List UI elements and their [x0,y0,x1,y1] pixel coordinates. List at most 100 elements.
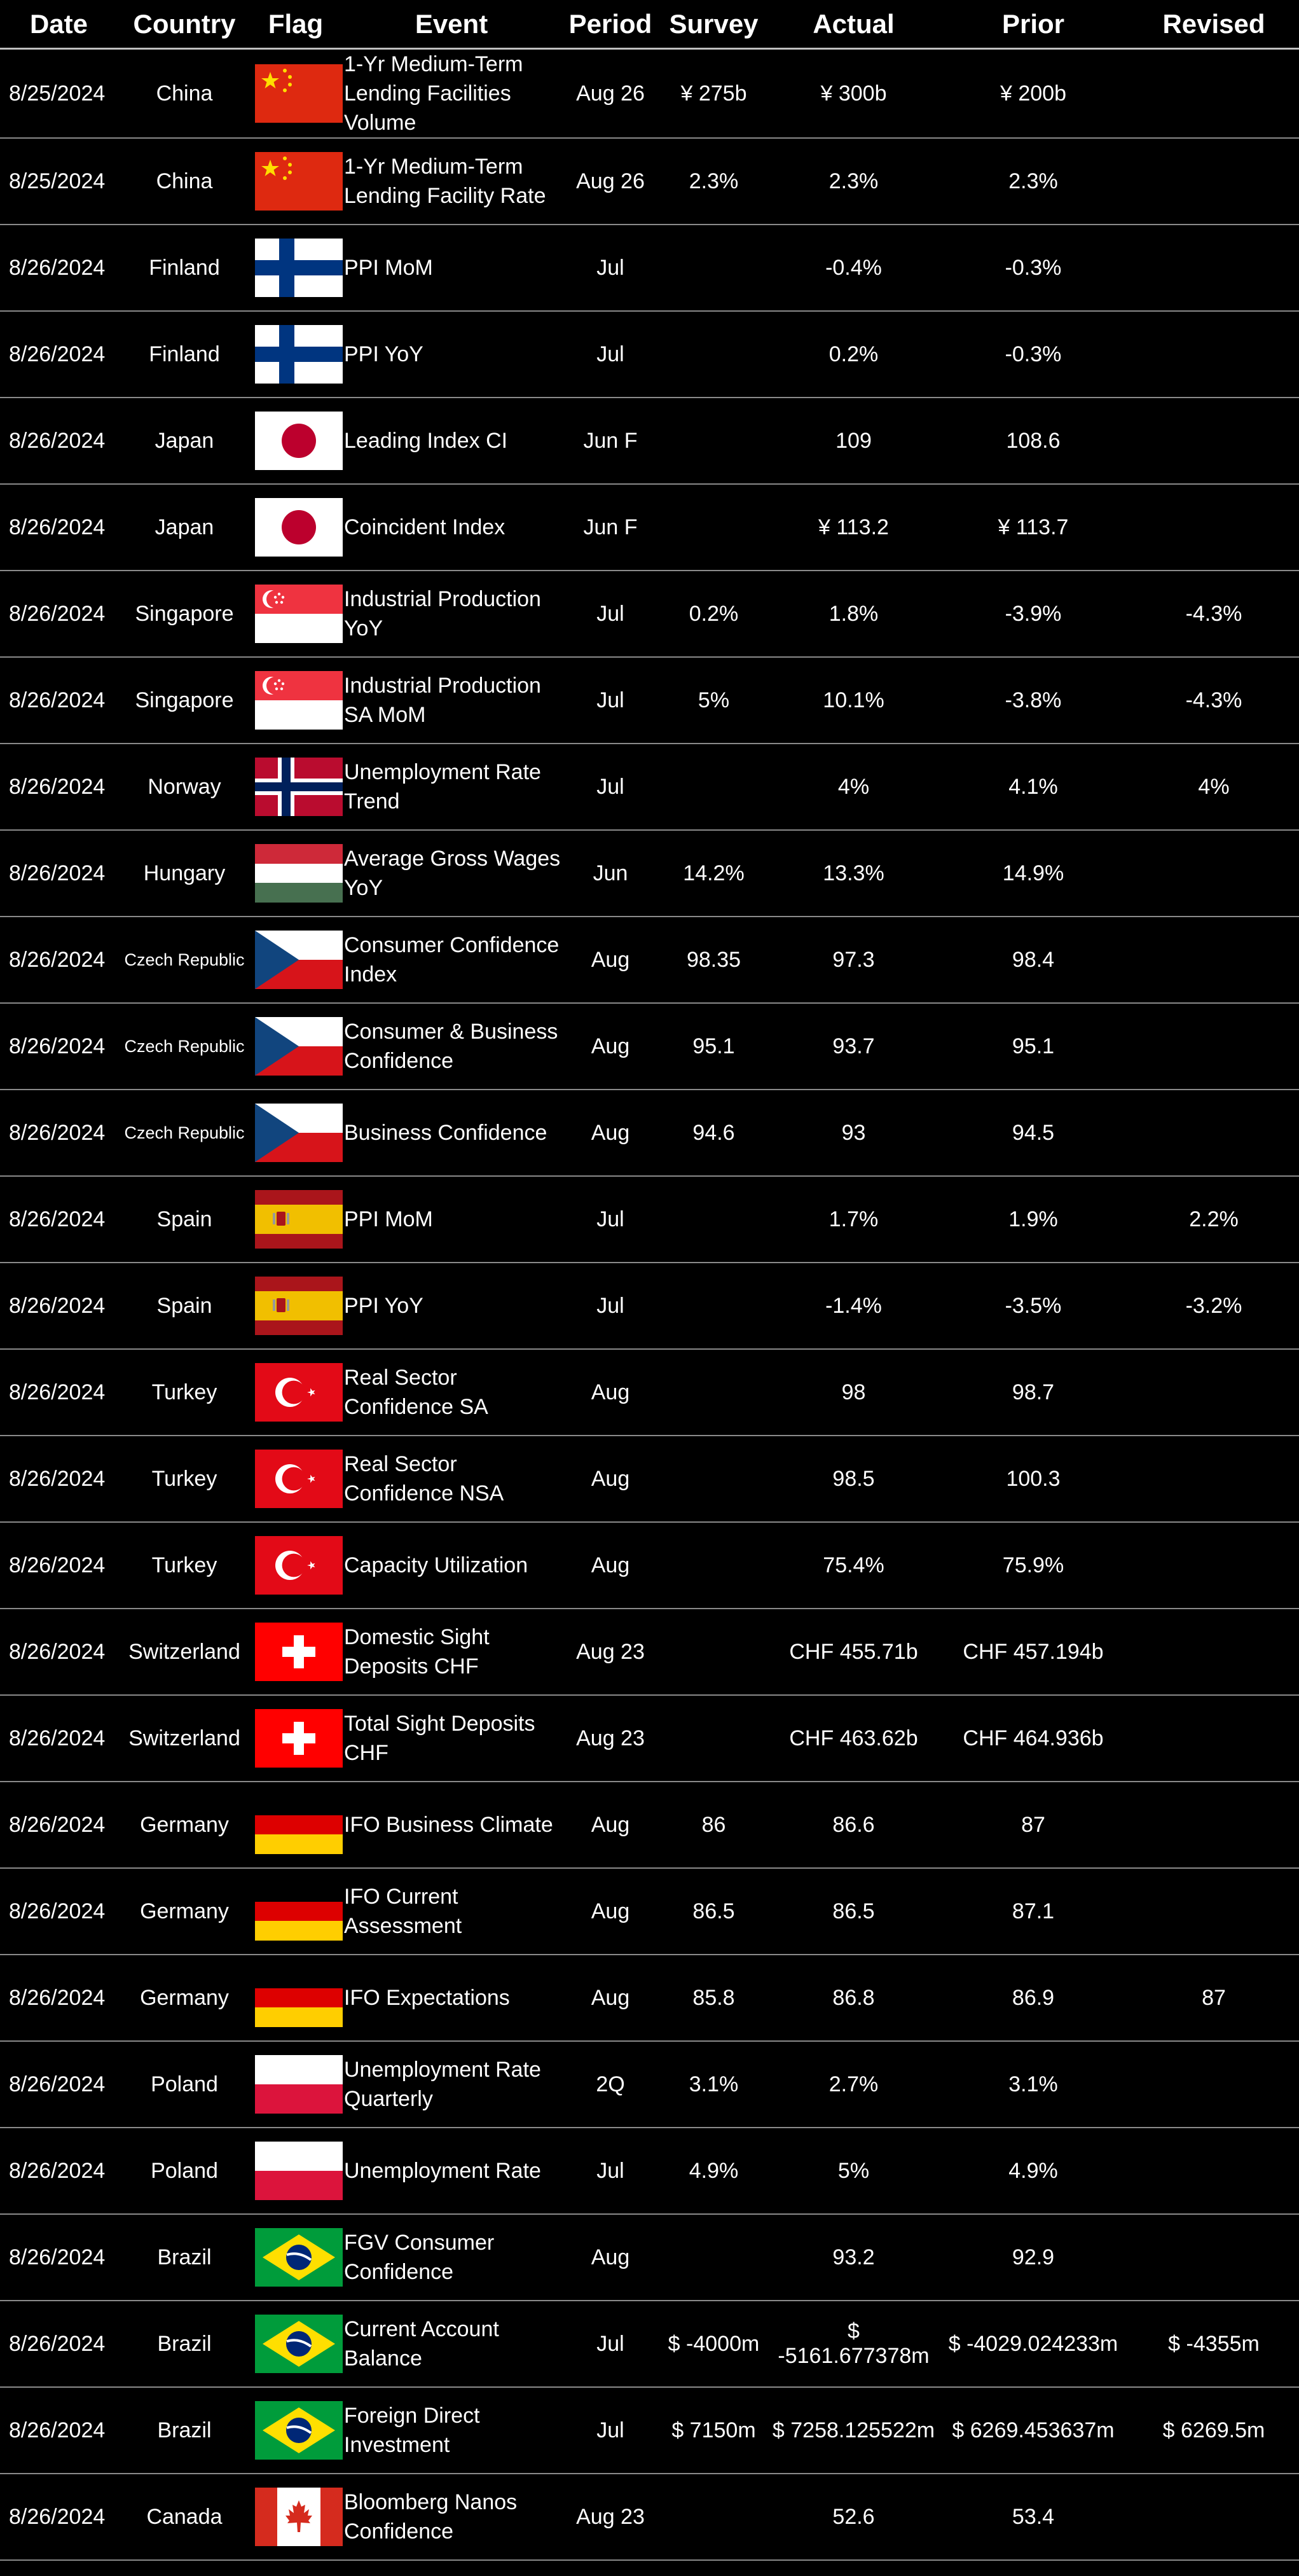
flag-cell [251,1003,343,1090]
event-cell: Consumer Confidence Index [340,917,563,1004]
flag-cell [251,138,343,225]
actual-cell: 98 [769,1349,938,1436]
period-cell: Jun F [563,484,658,571]
survey-cell: 0.2% [658,571,769,658]
survey-cell [658,1436,769,1523]
header-country: Country [118,0,251,50]
country-cell: Turkey [118,1522,251,1609]
prior-cell: -0.3% [938,311,1129,398]
prior-cell: 94.5 [938,1090,1129,1177]
country-cell: Brazil [118,2301,251,2388]
prior-cell: $ -4029.024233m [938,2301,1129,2388]
table-row: 8/26/2024 Czech Republic Business Confiden… [0,1090,1299,1177]
survey-cell: ¥ 275b [658,48,769,139]
revised-cell [1129,138,1299,225]
table-row: 8/26/2024 Turkey Capacity Utilization Aug 75… [0,1522,1299,1609]
table-row: 8/26/2024 Brazil FGV Consumer Confidence Au… [0,2214,1299,2301]
switzerland-flag-icon [255,1709,343,1768]
table-row: 8/26/2024 Poland Unemployment Rate Quarter… [0,2041,1299,2128]
date-cell: 8/26/2024 [0,917,118,1004]
period-cell: Aug [563,917,658,1004]
survey-cell: $ -4000m [658,2301,769,2388]
canada-flag-icon [255,2488,343,2546]
event-cell: IFO Expectations [340,1955,563,2042]
table-row: 8/26/2024 Hungary Average Gross Wages YoY J… [0,830,1299,917]
survey-cell [658,1263,769,1350]
revised-cell [1129,2474,1299,2561]
date-cell: 8/25/2024 [0,48,118,139]
poland-flag-icon [255,2142,343,2200]
survey-cell: 98.35 [658,917,769,1004]
survey-cell: 4.9% [658,2128,769,2215]
table-row: 8/26/2024 Norway Unemployment Rate Trend Ju… [0,744,1299,831]
actual-cell: CHF 463.62b [769,1695,938,1782]
turkey-flag-icon [255,1363,343,1422]
brazil-flag-icon [255,2315,343,2373]
revised-cell [1129,1522,1299,1609]
period-cell: Jul [563,2128,658,2215]
actual-cell: 86.8 [769,1955,938,2042]
actual-cell: 1.7% [769,1176,938,1263]
actual-cell: 109 [769,398,938,485]
flag-cell [251,1349,343,1436]
china-flag-icon [255,64,343,123]
singapore-flag-icon [255,585,343,643]
survey-cell [658,1609,769,1696]
hungary-flag-icon [255,844,343,903]
period-cell: Aug 23 [563,2474,658,2561]
prior-cell: 2.3% [938,138,1129,225]
turkey-flag-icon [255,1536,343,1595]
table-row: 8/26/2024 Switzerland Domestic Sight Depos… [0,1609,1299,1696]
actual-cell: 5% [769,2128,938,2215]
actual-cell: 13.3% [769,830,938,917]
date-cell: 8/26/2024 [0,2387,118,2474]
country-cell: Brazil [118,2387,251,2474]
event-cell: Capacity Utilization [340,1522,563,1609]
survey-cell [658,1349,769,1436]
country-cell: Japan [118,484,251,571]
survey-cell: 86 [658,1782,769,1869]
table-row: 8/26/2024 Canada Bloomberg Nanos Confidenc… [0,2474,1299,2561]
flag-cell [251,744,343,831]
actual-cell: $ 7258.125522m [769,2387,938,2474]
survey-cell: 86.5 [658,1868,769,1955]
country-cell: Singapore [118,571,251,658]
flag-cell [251,1695,343,1782]
event-cell: PPI YoY [340,1263,563,1350]
period-cell: Aug [563,1003,658,1090]
period-cell: Jul [563,1176,658,1263]
event-cell: 1-Yr Medium-Term Lending Facility Rate [340,138,563,225]
revised-cell [1129,1609,1299,1696]
country-cell: Czech Republic [118,1003,251,1090]
table-row: 8/26/2024 Turkey Real Sector Confidence SA… [0,1349,1299,1436]
revised-cell [1129,398,1299,485]
prior-cell: CHF 457.194b [938,1609,1129,1696]
date-cell: 8/26/2024 [0,1868,118,1955]
table-row: 8/26/2024 Singapore Industrial Production … [0,571,1299,658]
revised-cell: 87 [1129,1955,1299,2042]
event-cell: 1-Yr Medium-Term Lending Facilities Volu… [340,48,563,139]
survey-cell: 3.1% [658,2041,769,2128]
event-cell: PPI MoM [340,225,563,312]
prior-cell: 53.4 [938,2474,1129,2561]
table-row: 8/26/2024 Finland PPI MoM Jul -0.4% -0.3% [0,225,1299,312]
period-cell: Aug 26 [563,138,658,225]
flag-cell [251,1609,343,1696]
revised-cell: -4.3% [1129,657,1299,744]
flag-cell [251,1955,343,2042]
date-cell: 8/26/2024 [0,1782,118,1869]
germany-flag-icon [255,1796,343,1854]
country-cell: Finland [118,311,251,398]
event-cell: FGV Consumer Confidence [340,2214,563,2301]
country-cell: Czech Republic [118,1090,251,1177]
flag-cell [251,1436,343,1523]
header-row: Date Country Flag Event Period Survey Ac… [0,0,1299,50]
germany-flag-icon [255,1969,343,2027]
czech-flag-icon [255,1017,343,1076]
survey-cell [658,2474,769,2561]
period-cell: Jun [563,830,658,917]
survey-cell [658,1522,769,1609]
period-cell: Aug [563,1955,658,2042]
prior-cell: ¥ 113.7 [938,484,1129,571]
